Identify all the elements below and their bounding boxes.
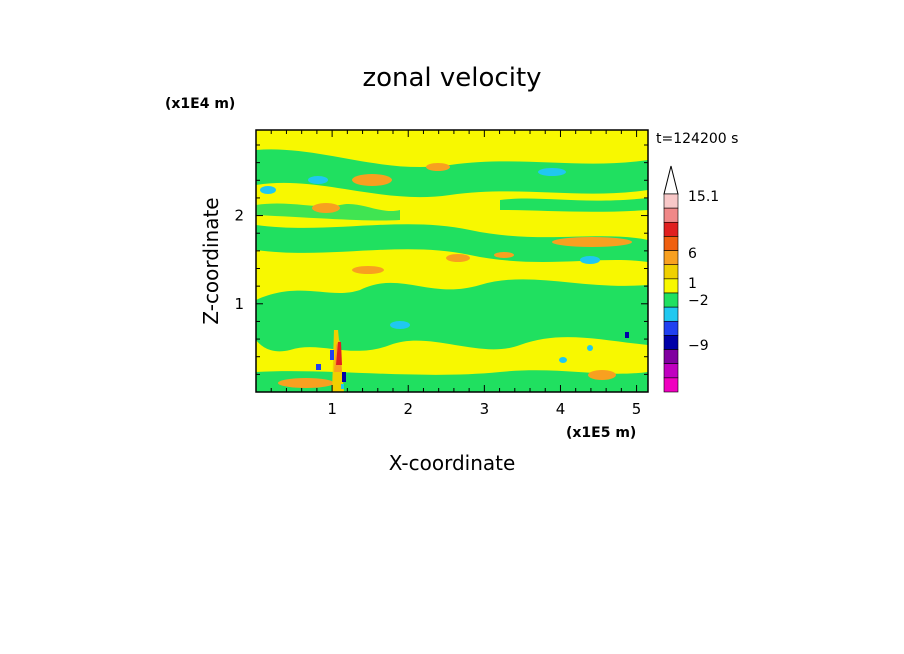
colorbar-swatch (663, 349, 679, 365)
x-tick-label: 4 (556, 400, 566, 418)
y-tick-label: 2 (234, 207, 244, 225)
x-tick-label: 1 (327, 400, 337, 418)
colorbar-swatch (663, 292, 679, 308)
colorbar-swatch (663, 306, 679, 322)
colorbar-swatch (663, 221, 679, 237)
x-tick-label: 5 (632, 400, 642, 418)
x-tick-label: 2 (403, 400, 413, 418)
colorbar-swatch (663, 193, 679, 209)
colorbar-swatch (663, 264, 679, 280)
colorbar-label-6: 6 (688, 246, 697, 262)
x-axis-label: X-coordinate (389, 451, 516, 475)
colorbar-swatch (663, 236, 679, 251)
colorbar-swatch (663, 207, 679, 223)
plot-frame (255, 129, 649, 393)
y-axis-label: Z-coordinate (199, 197, 223, 324)
colorbar-swatch (663, 377, 679, 393)
y-axis-ticks: 12 (234, 144, 648, 375)
colorbar-labels: 15.1 6 1 −2 −9 (688, 189, 719, 354)
plot-field (255, 129, 649, 393)
colorbar-swatch (663, 335, 679, 350)
x-axis-ticks: 1 2 3 4 5 (270, 130, 642, 418)
y-unit-label: (x1E4 m) (165, 96, 235, 112)
colorbar-label-minus-9: −9 (688, 338, 709, 354)
x-unit-label: (x1E5 m) (566, 425, 636, 441)
colorbar-label-minus-2: −2 (688, 293, 709, 309)
colorbar-swatch (663, 250, 679, 266)
colorbar-label-1: 1 (688, 276, 697, 292)
colorbar-swatch (663, 363, 679, 379)
y-tick-label: 1 (234, 295, 244, 313)
colorbar-label-15.1: 15.1 (688, 189, 719, 205)
time-label: t=124200 s (656, 131, 738, 147)
colorbar (663, 165, 679, 393)
chart-title: zonal velocity (362, 63, 541, 93)
colorbar-swatch (663, 278, 679, 294)
colorbar-arrow (663, 165, 679, 195)
colorbar-swatch (663, 320, 679, 336)
x-tick-label: 3 (480, 400, 490, 418)
